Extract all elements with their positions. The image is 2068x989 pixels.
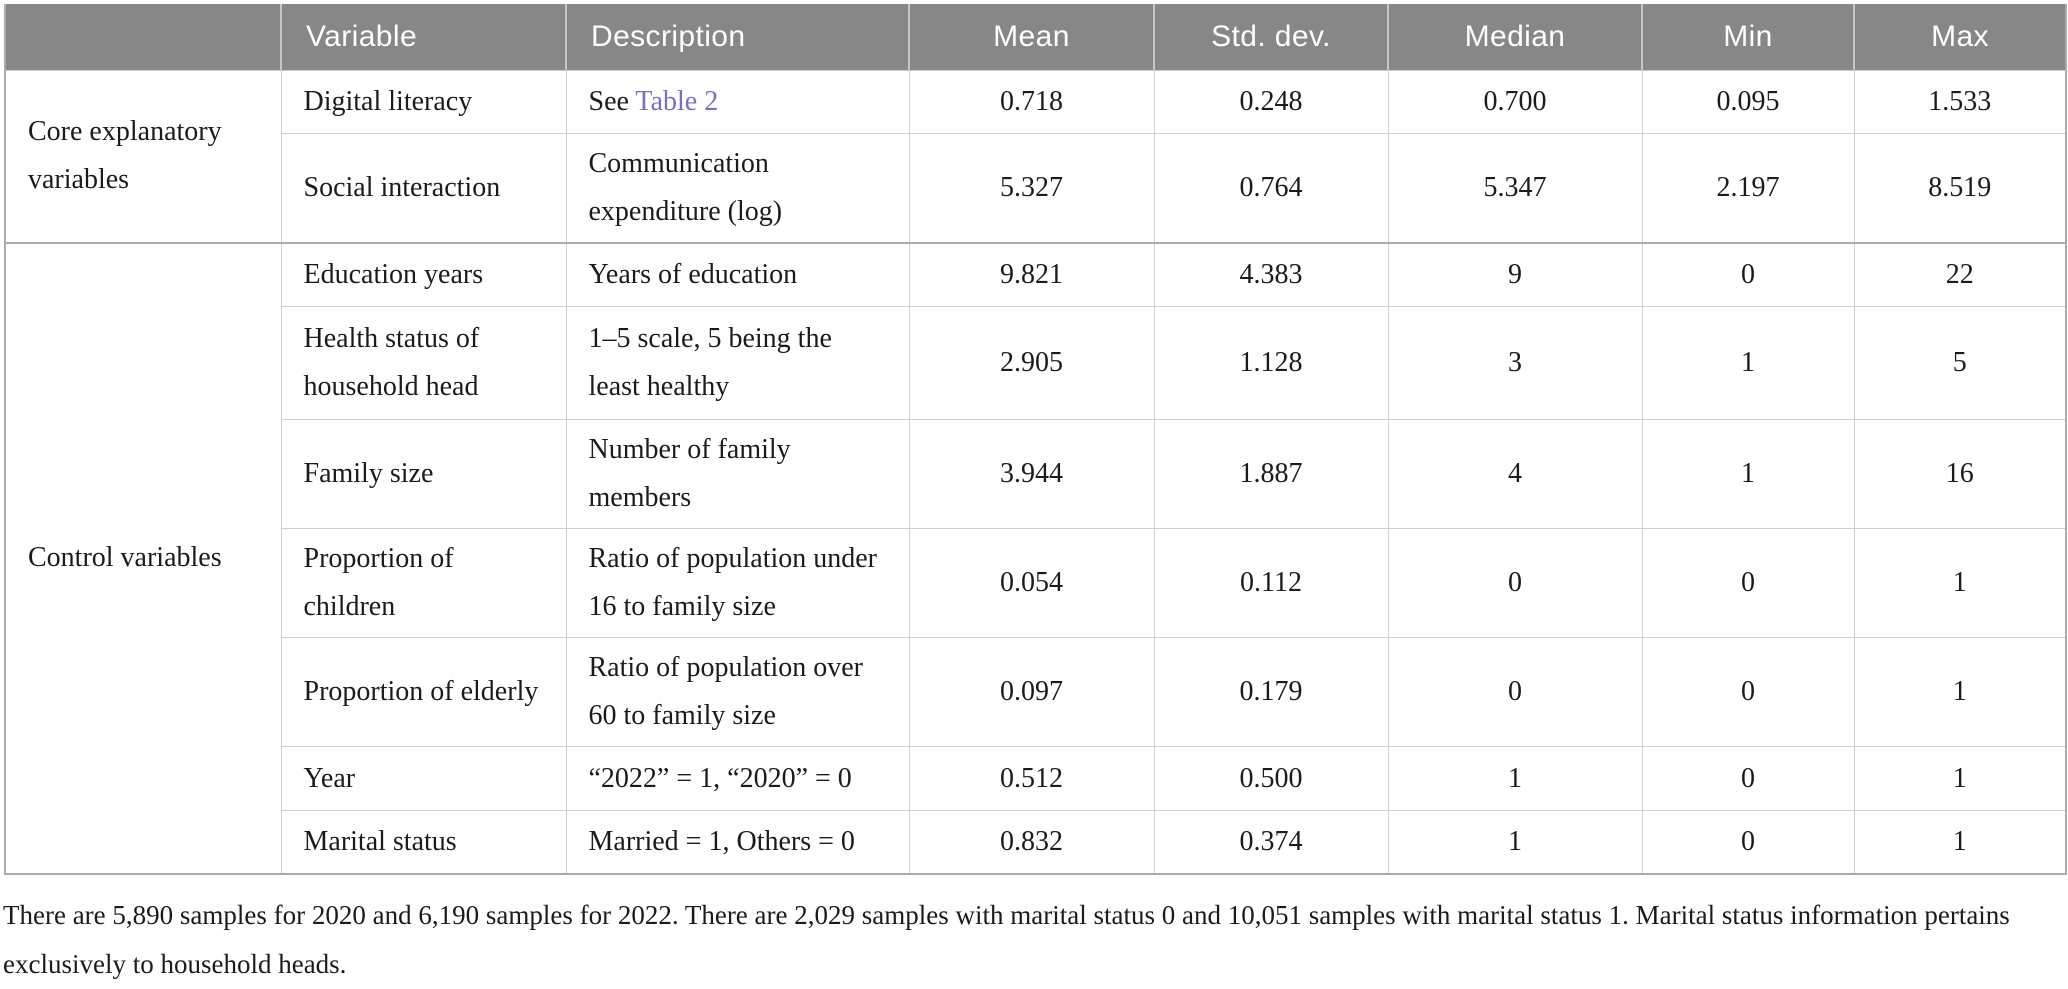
cell-max: 1.533 bbox=[1853, 69, 2067, 134]
row-year: Year “2022” = 1, “2020” = 0 0.512 0.500 … bbox=[5, 746, 2067, 811]
group-label-control-variables: Control variables bbox=[4, 241, 282, 874]
cell-variable: Social interaction bbox=[280, 132, 567, 243]
cell-max: 1 bbox=[1853, 810, 2067, 874]
col-header-max: Max bbox=[1853, 4, 2066, 70]
cell-mean: 2.905 bbox=[908, 306, 1155, 420]
cell-variable: Education years bbox=[280, 241, 567, 307]
cell-max: 1 bbox=[1853, 746, 2067, 811]
row-digital-literacy: Core explanatory variables Digital liter… bbox=[4, 69, 2067, 243]
cell-min: 0 bbox=[1641, 746, 1855, 811]
cell-description: Married = 1, Others = 0 bbox=[565, 810, 910, 874]
cell-median: 1 bbox=[1387, 810, 1643, 874]
col-header-mean: Mean bbox=[908, 4, 1154, 70]
header-row: Variable Description Mean Std. dev. Medi… bbox=[5, 4, 2066, 70]
cell-min: 2.197 bbox=[1641, 132, 1855, 243]
cell-median: 4 bbox=[1387, 419, 1643, 529]
cell-median: 0 bbox=[1387, 528, 1643, 638]
cell-median: 1 bbox=[1387, 746, 1643, 811]
row-social-interaction: Social interaction Communication expendi… bbox=[5, 132, 2067, 243]
description-text: See bbox=[588, 85, 636, 117]
cell-description: 1–5 scale, 5 being the least healthy bbox=[565, 306, 910, 420]
cell-variable: Proportion of elderly bbox=[280, 637, 567, 747]
cell-std-dev: 4.383 bbox=[1153, 241, 1389, 307]
cell-variable: Family size bbox=[280, 419, 567, 529]
cell-std-dev: 0.500 bbox=[1153, 746, 1389, 811]
group-label-core-explanatory: Core explanatory variables bbox=[4, 69, 282, 243]
row-education-years: Control variables Education years Years … bbox=[4, 241, 2067, 874]
cell-description: Years of education bbox=[565, 241, 910, 307]
cell-mean: 3.944 bbox=[908, 419, 1155, 529]
col-header-group bbox=[5, 4, 281, 70]
col-header-min: Min bbox=[1641, 4, 1854, 70]
summary-statistics-table: Variable Description Mean Std. dev. Medi… bbox=[4, 4, 2067, 875]
cell-max: 1 bbox=[1853, 528, 2067, 638]
cell-mean: 5.327 bbox=[908, 132, 1155, 243]
col-header-variable: Variable bbox=[280, 4, 566, 70]
cell-description: Number of family members bbox=[565, 419, 910, 529]
cell-mean: 0.097 bbox=[908, 637, 1155, 747]
cell-max: 8.519 bbox=[1853, 132, 2067, 243]
cell-mean: 0.718 bbox=[908, 69, 1155, 134]
cell-description: Ratio of population under 16 to family s… bbox=[565, 528, 910, 638]
cell-median: 0.700 bbox=[1387, 69, 1643, 134]
cell-max: 16 bbox=[1853, 419, 2067, 529]
cell-variable: Health status of household head bbox=[280, 306, 567, 420]
cell-std-dev: 1.887 bbox=[1153, 419, 1389, 529]
cell-std-dev: 1.128 bbox=[1153, 306, 1389, 420]
cell-min: 1 bbox=[1641, 306, 1855, 420]
row-marital-status: Marital status Married = 1, Others = 0 0… bbox=[5, 810, 2067, 874]
cell-variable: Marital status bbox=[280, 810, 567, 874]
cell-mean: 0.832 bbox=[908, 810, 1155, 874]
cell-median: 0 bbox=[1387, 637, 1643, 747]
cell-median: 9 bbox=[1387, 241, 1643, 307]
cell-median: 5.347 bbox=[1387, 132, 1643, 243]
cell-description: See Table 2 bbox=[565, 69, 910, 134]
cell-max: 22 bbox=[1853, 241, 2067, 307]
cell-std-dev: 0.374 bbox=[1153, 810, 1389, 874]
cell-min: 0.095 bbox=[1641, 69, 1855, 134]
row-proportion-children: Proportion of children Ratio of populati… bbox=[5, 528, 2067, 638]
col-header-median: Median bbox=[1387, 4, 1642, 70]
cell-mean: 9.821 bbox=[908, 241, 1155, 307]
cell-std-dev: 0.112 bbox=[1153, 528, 1389, 638]
cell-median: 3 bbox=[1387, 306, 1643, 420]
cell-variable: Proportion of children bbox=[280, 528, 567, 638]
cell-description: Ratio of population over 60 to family si… bbox=[565, 637, 910, 747]
cell-variable: Digital literacy bbox=[280, 69, 567, 134]
row-health-status: Health status of household head 1–5 scal… bbox=[5, 306, 2067, 420]
cell-mean: 0.054 bbox=[908, 528, 1155, 638]
row-proportion-elderly: Proportion of elderly Ratio of populatio… bbox=[5, 637, 2067, 747]
cell-std-dev: 0.764 bbox=[1153, 132, 1389, 243]
table-footnote: There are 5,890 samples for 2020 and 6,1… bbox=[3, 899, 2010, 979]
cell-min: 0 bbox=[1641, 637, 1855, 747]
cell-min: 0 bbox=[1641, 810, 1855, 874]
cell-std-dev: 0.248 bbox=[1153, 69, 1389, 134]
table-2-link[interactable]: Table 2 bbox=[635, 85, 719, 117]
cell-max: 1 bbox=[1853, 637, 2067, 747]
col-header-description: Description bbox=[565, 4, 909, 70]
cell-min: 0 bbox=[1641, 528, 1855, 638]
cell-max: 5 bbox=[1853, 306, 2067, 420]
cell-min: 1 bbox=[1641, 419, 1855, 529]
cell-variable: Year bbox=[280, 746, 567, 811]
row-family-size: Family size Number of family members 3.9… bbox=[5, 419, 2067, 529]
cell-min: 0 bbox=[1641, 241, 1855, 307]
cell-description: Communication expenditure (log) bbox=[565, 132, 910, 243]
cell-mean: 0.512 bbox=[908, 746, 1155, 811]
col-header-std-dev: Std. dev. bbox=[1153, 4, 1388, 70]
cell-std-dev: 0.179 bbox=[1153, 637, 1389, 747]
cell-description: “2022” = 1, “2020” = 0 bbox=[565, 746, 910, 811]
